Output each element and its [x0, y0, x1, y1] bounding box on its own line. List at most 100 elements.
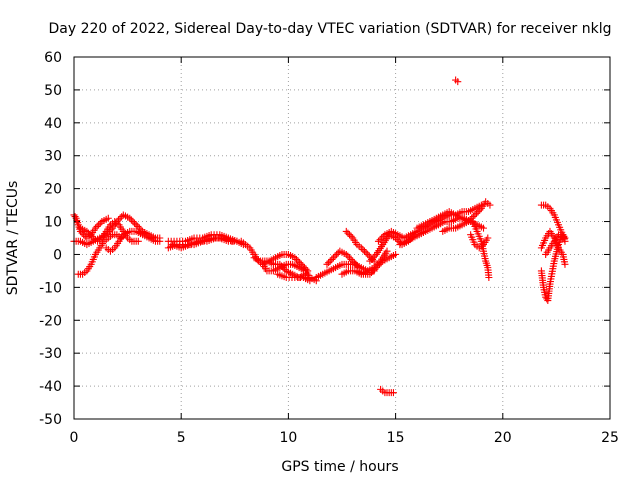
data-point — [291, 254, 299, 262]
y-tick-label: -20 — [39, 313, 62, 329]
y-tick-label: -30 — [39, 346, 62, 362]
data-point — [559, 234, 567, 242]
y-tick-label: 60 — [44, 50, 62, 66]
y-tick-label: 40 — [44, 116, 62, 132]
data-point — [279, 264, 287, 272]
data-point — [93, 222, 101, 230]
data-point — [361, 247, 369, 255]
data-point — [344, 252, 352, 260]
series-sat-track-11 — [259, 250, 312, 275]
y-tick-label: -10 — [39, 280, 62, 296]
data-point — [378, 234, 386, 242]
data-point — [328, 255, 336, 263]
data-point — [333, 250, 341, 258]
x-axis-label: GPS time / hours — [281, 459, 398, 475]
data-point — [454, 78, 462, 86]
series-sat-track-21 — [413, 208, 472, 232]
data-point — [95, 221, 103, 229]
data-point — [364, 250, 372, 258]
series-sat-track-07 — [164, 231, 241, 245]
data-point — [376, 236, 384, 244]
data-point — [389, 389, 397, 397]
data-point — [377, 259, 385, 267]
data-point — [369, 267, 377, 275]
data-point — [346, 254, 354, 262]
data-point — [329, 254, 337, 262]
series-sat-track-28 — [537, 231, 569, 305]
series-sat-track-24 — [467, 231, 492, 252]
data-point — [359, 246, 367, 254]
data-point — [126, 214, 134, 222]
data-point — [302, 265, 310, 273]
data-point — [86, 231, 94, 239]
y-tick-label: 10 — [44, 215, 62, 231]
data-point — [342, 250, 350, 258]
data-point — [297, 260, 305, 268]
x-tick-label: 20 — [494, 430, 512, 446]
data-point — [116, 214, 124, 222]
series-sat-track-26 — [377, 385, 397, 397]
series-sat-track-12 — [274, 270, 314, 285]
data-point — [349, 257, 357, 265]
x-tick-label: 15 — [387, 430, 405, 446]
data-point — [486, 201, 494, 209]
data-point — [392, 250, 400, 258]
data-point — [342, 227, 350, 235]
data-point — [84, 229, 92, 237]
data-point — [468, 214, 476, 222]
data-point — [80, 231, 88, 239]
data-point — [347, 255, 355, 263]
series-sat-track-14 — [323, 247, 363, 272]
data-point — [543, 295, 551, 303]
data-point — [277, 262, 285, 270]
data-point — [350, 259, 358, 267]
plot-frame — [73, 56, 611, 420]
data-point — [325, 259, 333, 267]
y-tick-label: -50 — [39, 412, 62, 428]
x-tick-label: 5 — [177, 430, 186, 446]
data-point — [473, 209, 481, 217]
data-point — [484, 234, 492, 242]
data-point — [376, 260, 384, 268]
data-point — [480, 224, 488, 232]
series-sat-track-05 — [102, 227, 164, 255]
data-point — [104, 214, 112, 222]
series-sat-track-17 — [353, 250, 400, 278]
data-point — [294, 257, 302, 265]
data-point — [131, 219, 139, 227]
data-point — [374, 237, 382, 245]
y-tick-label: 50 — [44, 83, 62, 99]
x-tick-label: 25 — [601, 430, 619, 446]
data-point — [366, 270, 374, 278]
data-point — [276, 260, 284, 268]
data-point — [156, 237, 164, 245]
series-sat-track-08 — [169, 234, 237, 252]
data-point — [323, 260, 331, 268]
data-point — [379, 232, 387, 240]
data-point — [129, 218, 137, 226]
data-point — [88, 232, 96, 240]
data-point — [369, 254, 377, 262]
data-point — [71, 213, 79, 221]
data-point — [352, 260, 360, 268]
data-point — [132, 221, 140, 229]
data-point — [91, 224, 99, 232]
y-tick-label: 30 — [44, 149, 62, 165]
data-point — [371, 252, 379, 260]
data-point — [292, 255, 300, 263]
series-sat-track-22 — [439, 198, 494, 235]
data-point — [306, 277, 314, 285]
data-point — [367, 255, 375, 263]
data-point — [372, 264, 380, 272]
series-sat-track-25 — [452, 76, 462, 86]
data-point — [561, 260, 569, 268]
data-point — [331, 252, 339, 260]
y-tick-label: 20 — [44, 182, 62, 198]
data-point — [371, 265, 379, 273]
data-point — [135, 224, 143, 232]
data-point — [281, 265, 289, 273]
data-point — [367, 269, 375, 277]
x-tick-label: 0 — [70, 430, 79, 446]
y-axis-label: SDTVAR / TECUs — [5, 181, 21, 296]
